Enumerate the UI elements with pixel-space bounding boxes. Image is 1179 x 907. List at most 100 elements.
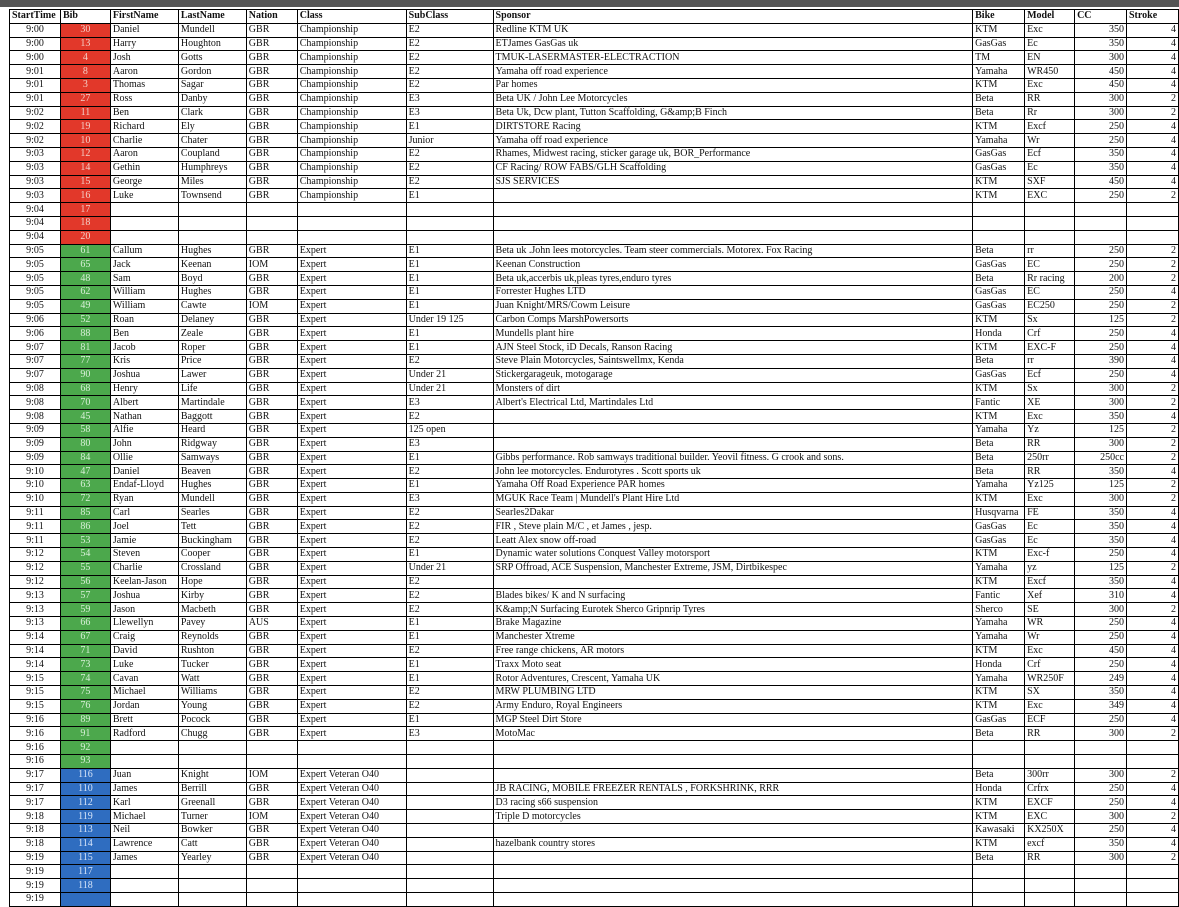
cell-nation[interactable]: GBR [245, 395, 298, 411]
cell-cc[interactable]: 350 [1074, 533, 1127, 549]
cell-start-time[interactable]: 9:15 [9, 698, 61, 714]
cell-first-name[interactable]: Ben [109, 326, 179, 342]
cell-start-time[interactable]: 9:08 [9, 395, 61, 411]
cell-model[interactable] [1024, 878, 1076, 893]
cell-last-name[interactable]: Tett [177, 519, 247, 535]
cell-cc[interactable]: 350 [1074, 505, 1127, 521]
cell-start-time[interactable]: 9:00 [9, 22, 61, 38]
cell-last-name[interactable]: Chater [177, 133, 247, 148]
cell-class[interactable] [296, 740, 407, 756]
cell-class[interactable]: Expert [296, 726, 407, 742]
cell-bib[interactable]: 53 [59, 533, 111, 549]
cell-subclass[interactable]: E2 [405, 698, 494, 714]
cell-start-time[interactable]: 9:12 [9, 560, 61, 576]
cell-cc[interactable]: 350 [1074, 574, 1127, 590]
cell-start-time[interactable]: 9:11 [9, 533, 61, 549]
cell-nation[interactable]: GBR [245, 381, 298, 397]
cell-cc[interactable]: 350 [1074, 519, 1127, 535]
cell-class[interactable]: Expert [296, 464, 407, 480]
cell-stroke[interactable] [1126, 864, 1179, 880]
cell-bib[interactable]: 113 [59, 823, 111, 838]
cell-stroke[interactable]: 4 [1126, 133, 1179, 148]
cell-sponsor[interactable] [492, 229, 974, 245]
cell-first-name[interactable]: Joshua [109, 367, 179, 383]
cell-bike[interactable]: Honda [972, 326, 1026, 342]
cell-nation[interactable]: GBR [245, 271, 298, 286]
cell-model[interactable]: Sx [1024, 381, 1076, 397]
cell-stroke[interactable]: 2 [1126, 850, 1179, 866]
cell-class[interactable]: Expert [296, 271, 407, 286]
cell-subclass[interactable]: E2 [405, 574, 494, 590]
cell-last-name[interactable]: Hope [177, 574, 247, 590]
cell-sponsor[interactable]: Searles2Dakar [492, 505, 974, 521]
cell-bib[interactable]: 47 [59, 464, 111, 480]
cell-last-name[interactable]: Baggott [177, 409, 247, 424]
cell-model[interactable]: Wr [1024, 133, 1076, 148]
cell-nation[interactable]: GBR [245, 643, 298, 659]
cell-bib[interactable]: 116 [59, 767, 111, 783]
cell-subclass[interactable]: E2 [405, 77, 494, 93]
cell-last-name[interactable]: Pavey [177, 616, 247, 631]
cell-model[interactable]: Exc [1024, 643, 1076, 659]
cell-first-name[interactable]: William [109, 298, 179, 314]
cell-stroke[interactable]: 4 [1126, 409, 1179, 424]
cell-bib[interactable]: 86 [59, 519, 111, 535]
cell-nation[interactable] [245, 878, 298, 893]
cell-sponsor[interactable]: Gibbs performance. Rob samways tradition… [492, 450, 974, 466]
cell-class[interactable]: Championship [296, 91, 407, 107]
cell-cc[interactable]: 250 [1074, 243, 1127, 259]
cell-stroke[interactable]: 2 [1126, 257, 1179, 273]
cell-bike[interactable]: Beta [972, 105, 1026, 121]
cell-model[interactable] [1024, 740, 1076, 756]
cell-cc[interactable]: 250 [1074, 367, 1127, 383]
cell-bib[interactable]: 30 [59, 22, 111, 38]
cell-sponsor[interactable]: Stickergarageuk, motogarage [492, 367, 974, 383]
cell-model[interactable]: Xef [1024, 588, 1076, 604]
cell-model[interactable]: WR450 [1024, 64, 1076, 79]
cell-bike[interactable]: Honda [972, 657, 1026, 673]
cell-last-name[interactable]: Keenan [177, 257, 247, 273]
cell-bike[interactable]: GasGas [972, 284, 1026, 300]
cell-cc[interactable]: 390 [1074, 353, 1127, 369]
cell-stroke[interactable]: 4 [1126, 119, 1179, 135]
cell-cc[interactable] [1074, 229, 1127, 245]
cell-start-time[interactable]: 9:04 [9, 202, 61, 217]
cell-subclass[interactable]: Under 21 [405, 381, 494, 397]
cell-model[interactable]: EXC [1024, 188, 1076, 204]
cell-model[interactable]: KX250X [1024, 823, 1076, 838]
cell-sponsor[interactable]: SJS SERVICES [492, 174, 974, 190]
cell-last-name[interactable]: Mundell [177, 491, 247, 507]
cell-stroke[interactable]: 2 [1126, 560, 1179, 576]
cell-class[interactable]: Championship [296, 36, 407, 52]
cell-model[interactable]: RR [1024, 91, 1076, 107]
cell-bib[interactable]: 72 [59, 491, 111, 507]
cell-last-name[interactable]: Crossland [177, 560, 247, 576]
cell-nation[interactable]: GBR [245, 505, 298, 521]
cell-model[interactable]: FE [1024, 505, 1076, 521]
cell-start-time[interactable]: 9:19 [9, 850, 61, 866]
cell-bib[interactable]: 74 [59, 671, 111, 687]
cell-sponsor[interactable]: Free range chickens, AR motors [492, 643, 974, 659]
cell-class[interactable]: Expert [296, 533, 407, 549]
cell-last-name[interactable]: Berrill [177, 781, 247, 797]
cell-nation[interactable]: GBR [245, 36, 298, 52]
cell-start-time[interactable]: 9:13 [9, 616, 61, 631]
cell-cc[interactable]: 300 [1074, 395, 1127, 411]
cell-stroke[interactable]: 4 [1126, 464, 1179, 480]
cell-model[interactable] [1024, 754, 1076, 769]
cell-subclass[interactable]: E1 [405, 712, 494, 728]
cell-bib[interactable]: 92 [59, 740, 111, 756]
cell-start-time[interactable]: 9:01 [9, 77, 61, 93]
cell-model[interactable]: Ec [1024, 160, 1076, 176]
cell-stroke[interactable]: 4 [1126, 588, 1179, 604]
cell-subclass[interactable]: E1 [405, 657, 494, 673]
cell-subclass[interactable]: E2 [405, 64, 494, 79]
cell-stroke[interactable]: 2 [1126, 450, 1179, 466]
cell-first-name[interactable]: Thomas [109, 77, 179, 93]
cell-start-time[interactable]: 9:11 [9, 519, 61, 535]
cell-bib[interactable]: 27 [59, 91, 111, 107]
cell-start-time[interactable]: 9:02 [9, 105, 61, 121]
cell-last-name[interactable]: Rushton [177, 643, 247, 659]
cell-stroke[interactable]: 4 [1126, 574, 1179, 590]
cell-model[interactable]: Excf [1024, 119, 1076, 135]
